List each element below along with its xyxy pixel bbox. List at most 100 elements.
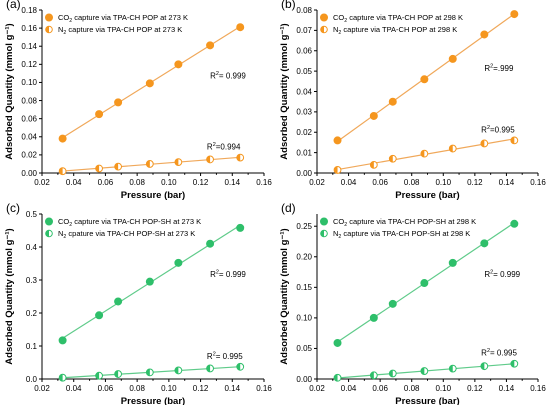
r2-base: R (481, 125, 487, 134)
r2-annotation: R2= 0.999 (210, 71, 246, 81)
data-point (145, 277, 154, 286)
data-point (58, 134, 67, 143)
y-tick-label: 0.03 (296, 108, 312, 117)
data-point (369, 111, 378, 120)
data-point (388, 154, 397, 163)
y-tick-label: 0.15 (296, 283, 312, 292)
legend-marker (45, 13, 53, 22)
data-point (510, 219, 519, 228)
y-tick-label: 0.00 (296, 375, 312, 384)
r2-base: R (484, 64, 490, 73)
data-point (206, 41, 215, 50)
data-point (58, 167, 67, 176)
x-tick-label: 0.10 (435, 384, 451, 393)
y-tick-label: 0.10 (21, 78, 37, 87)
data-point (420, 75, 429, 84)
data-point-half (59, 374, 63, 382)
data-point (388, 369, 397, 378)
data-point-half (420, 150, 425, 158)
y-tick-label: 0.10 (296, 314, 312, 323)
x-tick-label: 0.08 (404, 384, 420, 393)
data-point (448, 144, 457, 153)
legend-prefix: N (58, 25, 63, 34)
x-tick-label: 0.12 (193, 384, 209, 393)
data-point-half (480, 362, 485, 370)
legend-marker-half (45, 26, 49, 33)
legend-sub: 2 (338, 30, 341, 36)
data-point-half (146, 369, 150, 376)
y-tick-label: 0.02 (21, 151, 37, 160)
data-point-half (146, 160, 150, 168)
data-point (95, 110, 104, 119)
r2-value: = 0.999 (493, 270, 520, 279)
r2-exp: 2 (490, 63, 493, 69)
x-tick-label: 0.08 (129, 384, 145, 393)
y-axis-label: Adsorbed Quantity (mmol g⁻¹) (279, 228, 290, 364)
x-tick-label: 0.14 (224, 384, 240, 393)
data-point (510, 10, 519, 19)
data-point (369, 371, 378, 380)
x-tick-label: 0.04 (66, 178, 82, 187)
r2-annotation: R2=0.995 (481, 125, 515, 135)
y-tick-label: 0.16 (21, 24, 37, 33)
legend-suffix: capture via TPA-CH POP at 298 K (341, 25, 457, 34)
y-tick-label: 0.00 (21, 169, 37, 178)
y-axis-label: Adsorbed Quantity (mmol g⁻¹) (279, 23, 290, 159)
r2-base: R (210, 270, 216, 279)
data-point-half (206, 365, 211, 372)
data-point-half (420, 367, 425, 375)
legend-entry: N2 capture via TPA-CH POP-SH at 298 K (320, 229, 470, 240)
r2-annotation: R2= 0.995 (481, 348, 517, 358)
x-tick-label: 0.08 (404, 178, 420, 187)
panel-label: (d) (281, 201, 296, 215)
x-tick-label: 0.16 (530, 384, 546, 393)
legend-entry: N2 capture via TPA-CH POP at 273 K (45, 25, 182, 36)
y-tick-label: 0.0 (26, 375, 38, 384)
legend-marker-half (45, 230, 49, 237)
data-point (369, 313, 378, 322)
y-tick-label: 0.04 (21, 133, 37, 142)
data-point-half (114, 370, 119, 378)
legend-marker (320, 217, 328, 226)
data-point (145, 160, 154, 168)
data-point-half (174, 367, 179, 374)
x-tick-label: 0.12 (193, 178, 209, 187)
x-tick-label: 0.14 (499, 178, 515, 187)
y-tick-label: 0.14 (21, 42, 37, 51)
data-point (236, 153, 245, 162)
data-point (333, 166, 342, 174)
y-tick-label: 0.1 (26, 342, 38, 351)
r2-value: = 0.999 (219, 270, 246, 279)
y-tick-label: 0.08 (296, 6, 312, 15)
x-axis-label: Pressure (bar) (121, 190, 185, 201)
x-tick-label: 0.06 (372, 178, 388, 187)
data-point-half (114, 163, 119, 171)
x-tick-label: 0.10 (435, 178, 451, 187)
data-point (114, 297, 123, 306)
r2-base: R (207, 143, 213, 152)
x-tick-label: 0.08 (129, 178, 145, 187)
x-axis-label: Pressure (bar) (395, 396, 459, 405)
r2-annotation: R2=.999 (484, 63, 514, 73)
data-point (480, 139, 489, 148)
data-point-half (236, 154, 241, 162)
data-point (448, 364, 457, 373)
chart-panel-d: 0.02 0.04 0.06 0.08 0.10 0.12 0.14 0.16 0.00 0.05… (279, 201, 546, 405)
r2-base: R (210, 71, 216, 80)
r2-exp: 2 (213, 142, 216, 148)
x-tick-label: 0.06 (98, 178, 114, 187)
r2-annotation: R2= 0.995 (207, 351, 243, 361)
legend-prefix: CO (58, 13, 69, 22)
legend-prefix: CO (333, 13, 344, 22)
legend-marker-half (320, 230, 324, 237)
data-point (206, 239, 215, 248)
data-point (206, 364, 214, 373)
legend-suffix: capture via TPA-CH POP-SH at 273 K (72, 217, 201, 226)
legend-marker (45, 217, 53, 226)
data-point-half (449, 365, 453, 373)
legend-suffix: capture via TPA-CH POP at 273 K (66, 25, 182, 34)
legend-label: CO2 capture via TPA-CH POP-SH at 273 K (58, 217, 201, 228)
data-point (420, 279, 429, 288)
data-point (114, 370, 123, 378)
